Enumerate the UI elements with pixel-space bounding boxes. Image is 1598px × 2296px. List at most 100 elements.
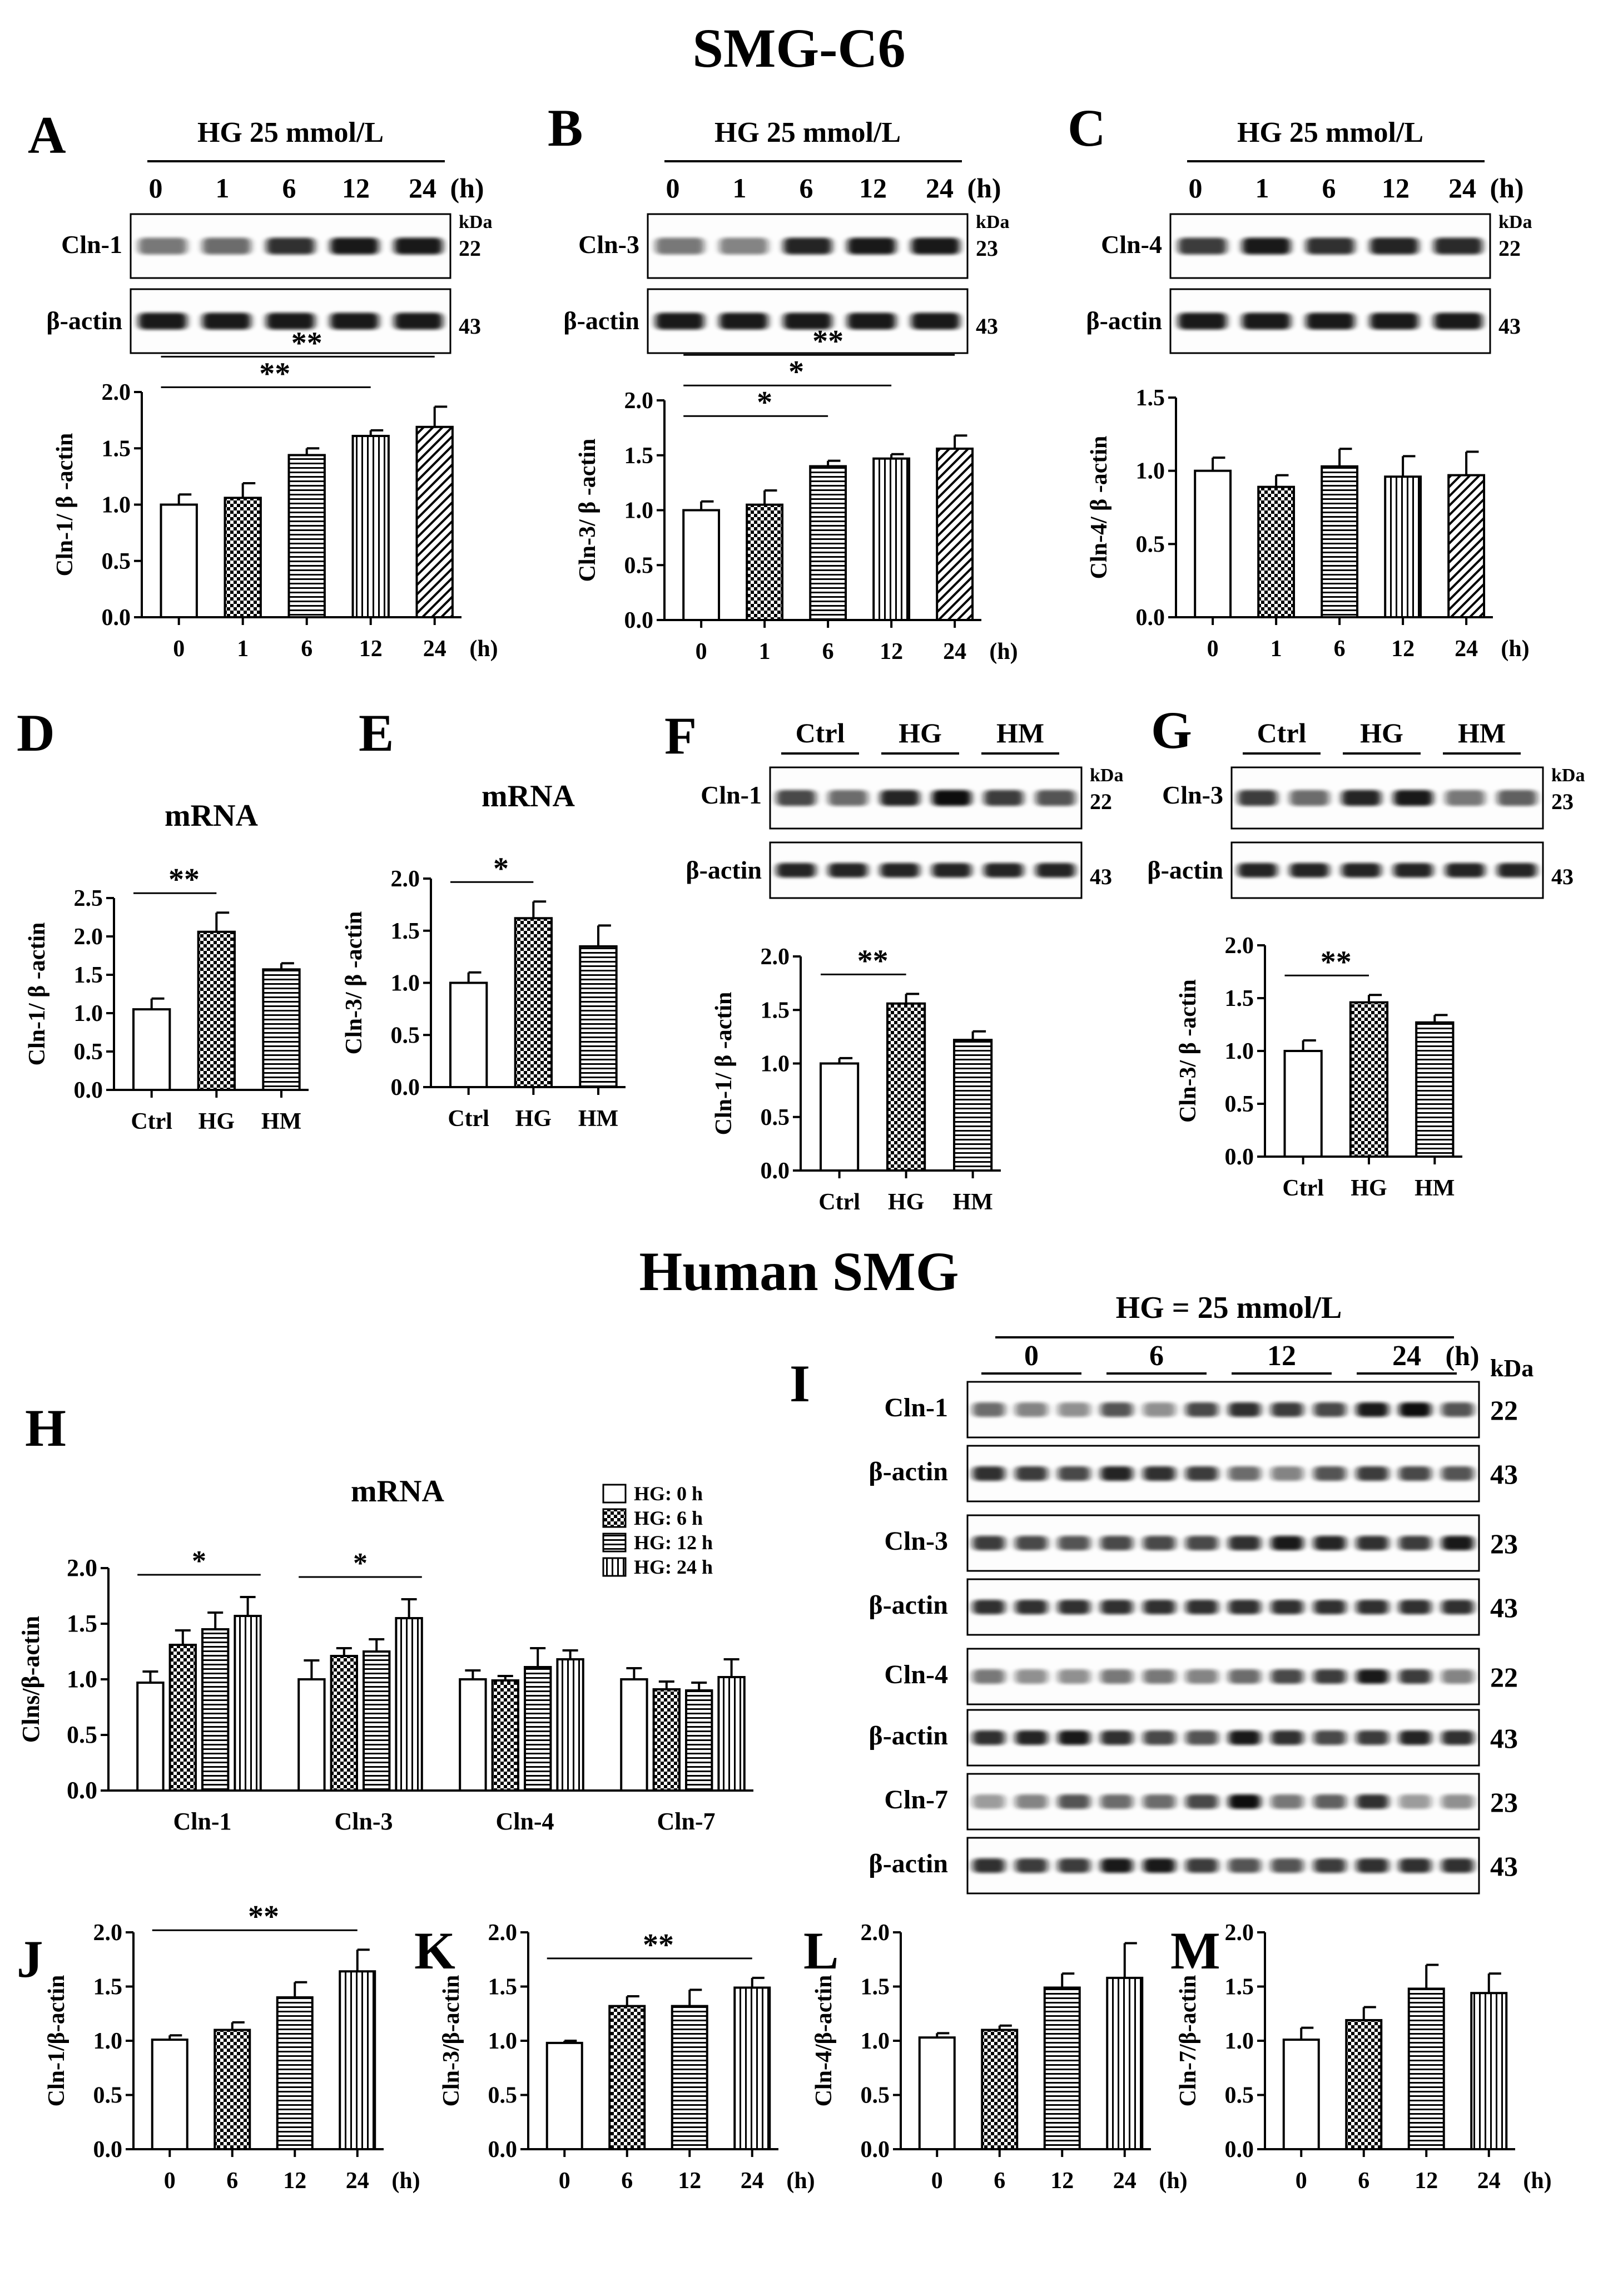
bar: [524, 1666, 552, 1792]
bar: [1470, 1992, 1508, 2150]
blot-band: [1228, 1600, 1261, 1614]
x-tick-label: 6: [822, 639, 834, 664]
y-tick-label: 1.0: [93, 2029, 123, 2054]
bar: [685, 1689, 713, 1792]
x-tick-label: 24: [1113, 2168, 1137, 2194]
blot-band: [1015, 1794, 1048, 1809]
time-unit-label: (h): [1490, 172, 1523, 204]
blot-band: [783, 237, 832, 255]
mw-label: 43: [1490, 1592, 1518, 1623]
bar: [363, 1650, 391, 1792]
blot-band: [1058, 1858, 1090, 1873]
bar: [1106, 1976, 1144, 2150]
y-tick-label: 1.0: [761, 1052, 790, 1077]
blot-band: [1289, 863, 1329, 877]
bar: [1345, 2019, 1383, 2150]
blot-band: [1035, 863, 1075, 877]
y-tick-label: 0.5: [761, 1105, 790, 1130]
time-label: 12: [342, 172, 370, 204]
kda-label: kDa: [1090, 765, 1123, 786]
y-tick-label: 0.0: [1225, 1144, 1254, 1170]
bar: [234, 1615, 262, 1792]
blot-band: [1398, 1536, 1432, 1550]
actin-blot-strip: [769, 841, 1083, 899]
y-tick-label: 0.0: [102, 605, 131, 631]
legend-swatch: [602, 1533, 627, 1553]
significance-label: *: [757, 385, 772, 420]
blot-band: [1441, 1402, 1474, 1417]
blot-label: Cln-7: [884, 1785, 948, 1814]
blot-band: [1271, 1858, 1304, 1873]
significance-label: *: [192, 1545, 206, 1577]
blot-band: [202, 313, 251, 330]
x-tick-label: HG: [888, 1189, 924, 1215]
x-tick-label: HM: [261, 1109, 301, 1134]
blot-frame: [966, 1445, 1480, 1502]
time-unit-label: (h): [967, 172, 1001, 204]
mw-label: 43: [459, 314, 481, 339]
x-unit-label: (h): [989, 639, 1018, 664]
blot-label: β-actin: [869, 1590, 948, 1620]
blot-band: [1058, 1730, 1090, 1745]
blot-frame: [1230, 766, 1544, 830]
panel-letter-e: E: [359, 703, 394, 762]
kda-label: kDa: [459, 212, 492, 232]
chart-a: 0.0 0.5 1.0 1.5 2.0 Cln-1/ β -actin 0 1 6 12 24 (h)…: [52, 326, 498, 662]
bar: [820, 1062, 860, 1172]
bar: [136, 1682, 165, 1792]
blot-band: [1185, 1669, 1218, 1684]
time-label: 6: [1149, 1340, 1164, 1372]
claudin-blot-strip: [966, 1514, 1480, 1572]
blot-band: [1242, 237, 1291, 255]
treatment-header: HG 25 mmol/L: [1237, 117, 1423, 148]
blot-band: [1289, 790, 1329, 806]
blot-band: [1313, 1794, 1346, 1809]
blot-label: Cln-4: [884, 1660, 948, 1689]
blot-band: [932, 863, 972, 877]
blot-band: [828, 863, 868, 877]
blot-band: [880, 863, 920, 877]
y-tick-label: 0.5: [67, 1721, 97, 1748]
x-tick-label: 12: [283, 2168, 306, 2194]
time-label: 6: [1322, 172, 1336, 204]
blot-band: [1185, 1600, 1218, 1614]
blot-band: [1313, 1402, 1346, 1417]
y-tick-label: 1.5: [861, 1975, 890, 2000]
blot-band: [1058, 1402, 1090, 1417]
bar: [545, 2041, 583, 2150]
blot-band: [1228, 1402, 1261, 1417]
panel-letter-j: J: [17, 1930, 43, 1988]
y-tick-label: 0.0: [861, 2137, 890, 2163]
blot-band: [1185, 1536, 1218, 1550]
bar: [201, 1628, 230, 1792]
blot-band: [972, 1466, 1005, 1481]
significance-label: *: [493, 851, 509, 886]
bar: [1257, 485, 1296, 619]
blot-frame: [966, 1648, 1480, 1705]
blot-band: [1271, 1466, 1304, 1481]
blot-band: [972, 1669, 1005, 1684]
bar: [872, 457, 911, 621]
y-tick-label: 0.5: [102, 549, 131, 574]
y-tick-label: 0.5: [1136, 532, 1165, 557]
y-tick-label: 0.0: [488, 2137, 518, 2163]
x-tick-label: 12: [880, 639, 903, 664]
y-axis-label: Cln-3/ β -actin: [1175, 979, 1201, 1123]
bar: [953, 1039, 993, 1172]
time-label: 6: [800, 172, 813, 204]
bar: [620, 1678, 648, 1792]
bar: [717, 1676, 746, 1792]
bar: [652, 1688, 681, 1792]
mw-label: 43: [1490, 1723, 1518, 1754]
y-tick-label: 1.0: [488, 2029, 518, 2054]
bar: [287, 454, 326, 619]
y-axis-label: Cln-4/β-actin: [811, 1975, 837, 2107]
chart-b: 0.0 0.5 1.0 1.5 2.0 Cln-3/ β -actin 0 1 6 12 24 (h)…: [575, 324, 1018, 664]
blot-label: Cln-1: [701, 781, 762, 809]
x-tick-label: 12: [1050, 2168, 1074, 2194]
group-label: Ctrl: [1257, 717, 1307, 748]
y-axis-label: Cln-4/ β -actin: [1086, 436, 1112, 579]
chart-c: 0.0 0.5 1.0 1.5 Cln-4/ β -actin 0 1 6 12 24 (h): [1086, 385, 1530, 662]
blot-band: [1497, 790, 1537, 806]
mw-label: 43: [1490, 1459, 1518, 1490]
